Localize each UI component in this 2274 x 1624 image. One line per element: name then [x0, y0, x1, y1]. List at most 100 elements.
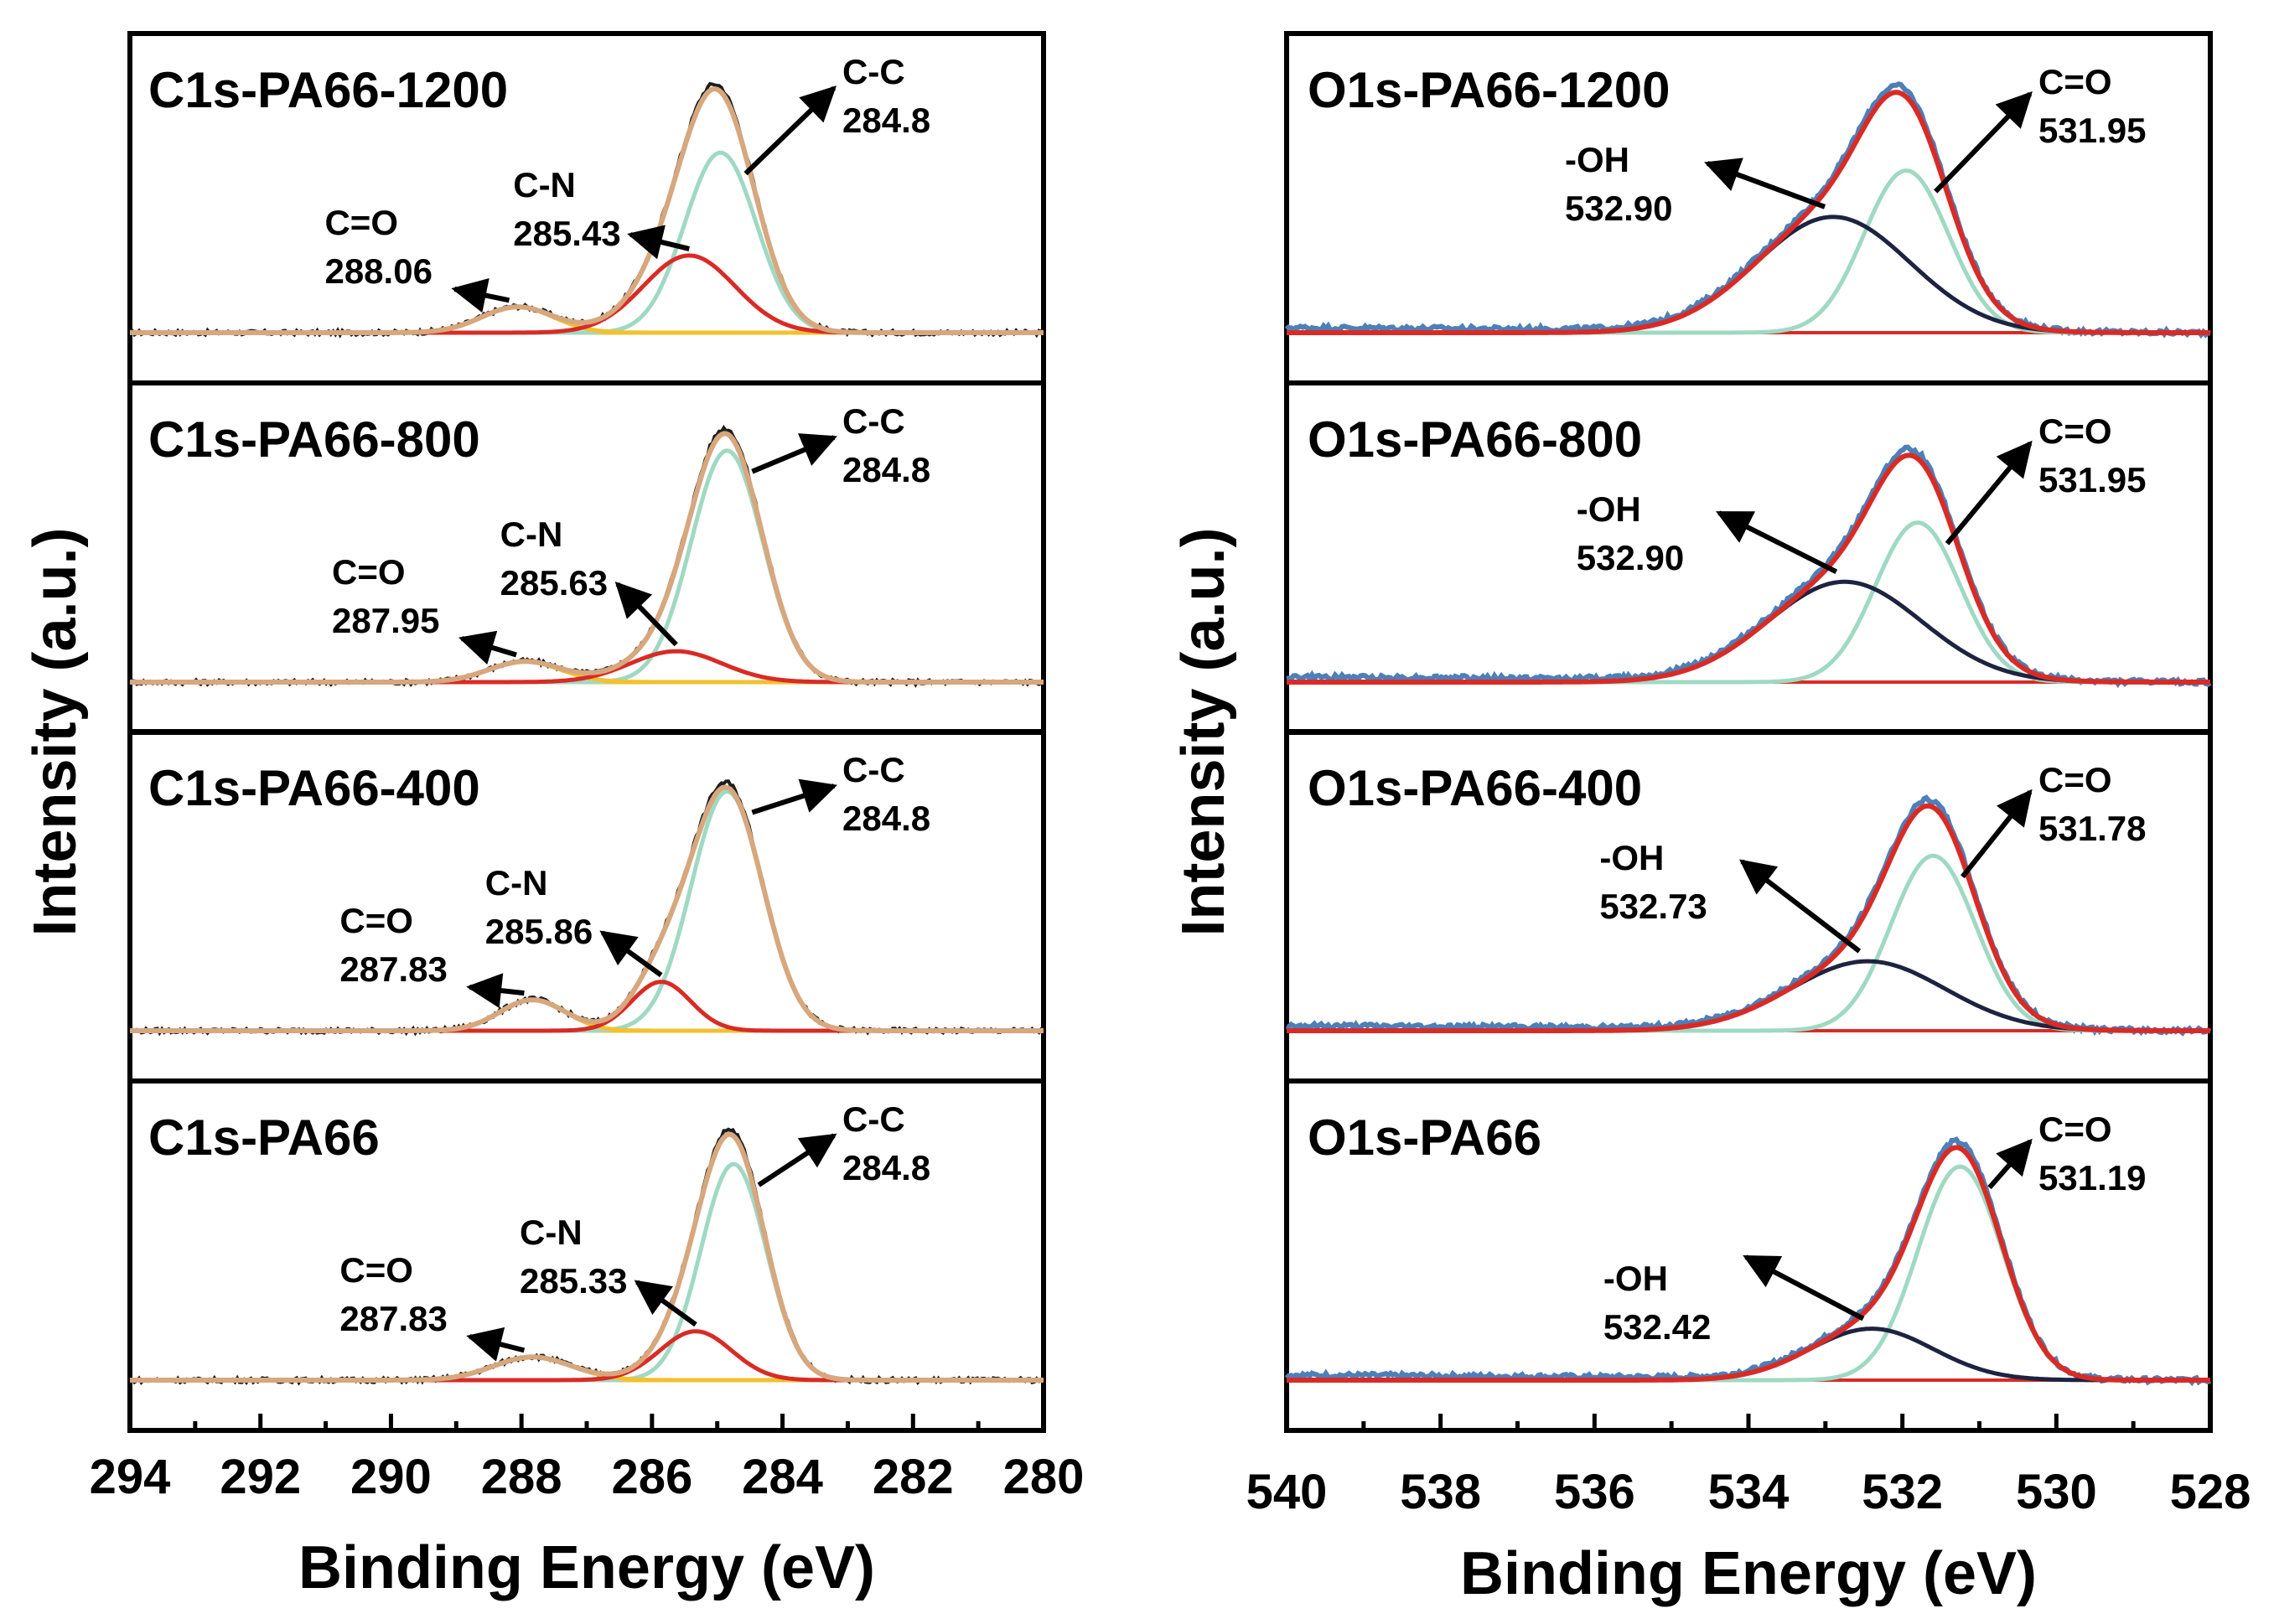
- cn-peak-line: [130, 649, 1044, 685]
- peak-name-label: C=O: [2038, 62, 2112, 101]
- x-tick-label: 286: [611, 1450, 692, 1504]
- c1s-panel-2: C1s-PA66-400 C-C 284.8 C-N 285.86 C=O 287.83: [127, 729, 1046, 1084]
- co-peak-line: [1287, 520, 2210, 685]
- peak-arrow: [1945, 440, 2033, 546]
- o1s-figure: O1s-PA66-1200 C=O531.95-OH532.90O1s-PA66-…: [1170, 31, 2251, 1607]
- x-tick-label: 288: [481, 1450, 562, 1504]
- x-tick-label: 292: [220, 1450, 301, 1504]
- co-peak-line: [1287, 168, 2210, 335]
- co-peak-line: [1287, 1164, 2210, 1383]
- peak-value-label: 531.19: [2038, 1158, 2146, 1197]
- co-peak-line: [130, 997, 1044, 1033]
- fit-envelope-line: [1287, 803, 2210, 1033]
- panel-title: O1s-PA66-800: [1308, 411, 1642, 468]
- panel-title: O1s-PA66: [1308, 1109, 1541, 1166]
- peak-value-label: 285.33: [520, 1261, 627, 1301]
- oh-peak-line: [1287, 215, 2210, 335]
- peak-value-label: 531.78: [2038, 809, 2146, 848]
- x-tick-label: 530: [2016, 1465, 2097, 1519]
- peak-value-label: 284.8: [842, 799, 930, 838]
- peak-value-label: 531.95: [2038, 111, 2146, 150]
- peak-value-label: 531.95: [2038, 460, 2146, 499]
- peak-value-label: 532.90: [1577, 538, 1684, 577]
- panel-title: C1s-PA66-400: [148, 760, 480, 816]
- peak-name-label: C=O: [332, 552, 406, 592]
- peak-name-label: C-C: [842, 750, 905, 789]
- x-tick-label: 294: [90, 1450, 171, 1504]
- peak-name-label: C=O: [2038, 411, 2112, 451]
- peak-name-label: C-C: [842, 1099, 905, 1139]
- peak-value-label: 288.06: [324, 251, 432, 291]
- peak-value-label: 284.8: [842, 1148, 930, 1187]
- peak-name-label: C=O: [339, 901, 413, 940]
- fit-envelope-line: [1287, 1145, 2210, 1383]
- peak-arrow: [599, 930, 663, 978]
- o1s-panel-1: O1s-PA66-800 C=O 531.95 -OH 532.90: [1284, 380, 2213, 735]
- peak-arrow: [751, 778, 837, 815]
- panel-title: C1s-PA66-1200: [148, 62, 508, 118]
- peak-value-label: 532.42: [1603, 1307, 1711, 1347]
- peak-value-label: 532.73: [1599, 887, 1707, 926]
- peak-name-label: C=O: [2038, 760, 2112, 799]
- peak-value-label: 284.8: [842, 101, 930, 140]
- peak-arrow: [751, 433, 837, 474]
- peak-name-label: C-C: [842, 52, 905, 91]
- x-tick-label: 280: [1003, 1450, 1085, 1504]
- peak-name-label: C-N: [500, 515, 563, 554]
- c1s-panel-3: C1s-PA66 C-C 284.8 C-N 285.33 C=O 287.83: [127, 1078, 1046, 1433]
- panel-title: O1s-PA66-400: [1308, 760, 1642, 816]
- y-axis-title: Intensity (a.u.): [1170, 527, 1237, 936]
- panel-title: O1s-PA66-1200: [1308, 62, 1670, 118]
- peak-arrow: [466, 1327, 526, 1362]
- peak-value-label: 532.90: [1565, 189, 1672, 228]
- x-tick-label: 528: [2170, 1465, 2251, 1519]
- peak-value-label: 285.43: [513, 214, 620, 253]
- x-tick-label: 538: [1400, 1465, 1481, 1519]
- peak-arrow: [1987, 1138, 2033, 1190]
- peak-arrow: [458, 630, 517, 665]
- fit-envelope-line: [130, 784, 1044, 1033]
- peak-arrow: [466, 973, 525, 1009]
- y-axis-title: Intensity (a.u.): [22, 527, 89, 936]
- peak-arrow: [757, 1133, 837, 1187]
- peak-arrow: [614, 581, 678, 647]
- peak-name-label: C-N: [485, 863, 548, 903]
- peak-name-label: C-N: [520, 1213, 583, 1252]
- peak-name-label: C=O: [324, 203, 398, 242]
- peak-arrow: [1743, 1254, 1865, 1321]
- panel-title: C1s-PA66-800: [148, 411, 480, 468]
- peak-value-label: 284.8: [842, 450, 930, 489]
- x-tick-label: 290: [350, 1450, 432, 1504]
- peak-arrow: [1716, 510, 1838, 574]
- fit-envelope-line: [1287, 90, 2210, 335]
- fit-envelope-line: [130, 1131, 1044, 1383]
- peak-value-label: 287.83: [339, 1299, 447, 1338]
- fit-envelope-line: [130, 86, 1044, 335]
- peak-arrow: [1961, 789, 2033, 879]
- peak-name-label: C-C: [842, 401, 905, 441]
- o1s-panel-0: O1s-PA66-1200 C=O 531.95 -OH 532.90: [1284, 31, 2213, 385]
- x-axis-title: Binding Energy (eV): [1460, 1540, 2037, 1607]
- peak-name-label: C=O: [2038, 1109, 2112, 1149]
- x-tick-label: 282: [873, 1450, 954, 1504]
- c1s-panel-0: C1s-PA66-1200 C-C 284.8 C-N 285.43 C=O 288.06: [127, 31, 1046, 385]
- c1s-panel-1: C1s-PA66-800 C-C 284.8 C-N 285.63 C=O 287.95: [127, 380, 1046, 735]
- x-tick-label: 532: [1862, 1465, 1943, 1519]
- peak-value-label: 287.95: [332, 601, 439, 640]
- o1s-panel-3: O1s-PA66 C=O 531.19 -OH 532.42: [1284, 1078, 2213, 1433]
- peak-arrow: [1704, 158, 1826, 209]
- oh-peak-line: [1287, 959, 2210, 1033]
- c1s-figure: C1s-PA66-1200 C-C284.8C-N285.43C=O288.06C…: [22, 31, 1085, 1601]
- peak-arrow: [743, 85, 837, 176]
- peak-value-label: 285.86: [485, 912, 593, 951]
- x-tick-label: 540: [1246, 1465, 1328, 1519]
- o1s-panel-2: O1s-PA66-400 C=O 531.78 -OH 532.73: [1284, 729, 2213, 1084]
- raw-spectrum-line: [1284, 81, 2211, 339]
- peak-name-label: C=O: [339, 1250, 413, 1290]
- peak-arrow: [627, 225, 690, 260]
- peak-value-label: 287.83: [339, 949, 447, 989]
- peak-arrow: [1934, 91, 2033, 194]
- peak-name-label: C-N: [513, 165, 576, 204]
- peak-value-label: 285.63: [500, 563, 608, 603]
